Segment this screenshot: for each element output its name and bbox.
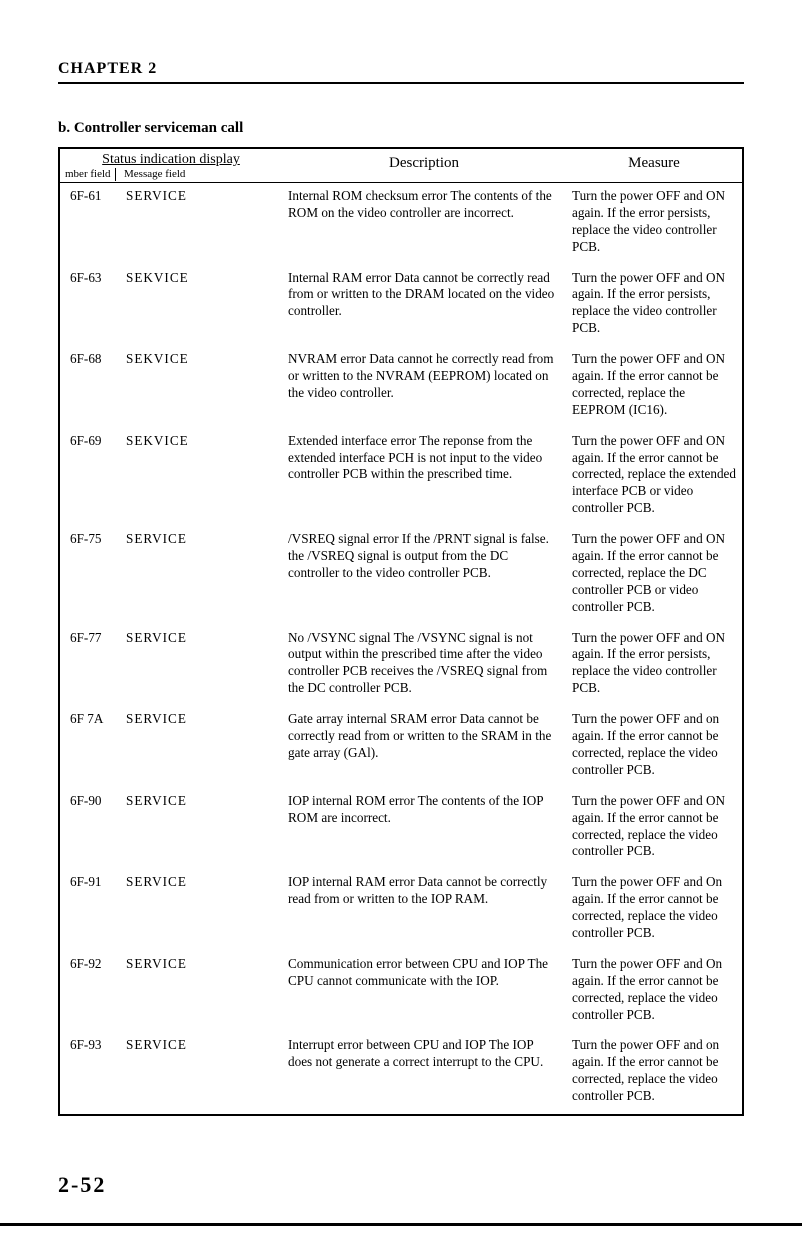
measure-cell: Turn the power OFF and ON again. If the …	[566, 526, 743, 624]
measure-cell: Turn the power OFF and ON again. If the …	[566, 788, 743, 870]
message-cell: SERVICE	[122, 951, 282, 1033]
message-cell: SERVICE	[122, 869, 282, 951]
code-cell: 6F-69	[59, 428, 122, 526]
table-row: 6F-61SERVICEInternal ROM checksum error …	[59, 183, 743, 265]
table-body: 6F-61SERVICEInternal ROM checksum error …	[59, 183, 743, 1115]
header-status: Status indication display mber field Mes…	[59, 148, 282, 183]
code-cell: 6F-61	[59, 183, 122, 265]
description-cell: IOP internal ROM error The contents of t…	[282, 788, 566, 870]
header-description: Description	[282, 148, 566, 183]
measure-cell: Turn the power OFF and On again. If the …	[566, 951, 743, 1033]
description-cell: NVRAM error Data cannot he correctly rea…	[282, 346, 566, 428]
table-row: 6F-69SEKVICEExtended interface error The…	[59, 428, 743, 526]
table-row: 6F-90SERVICEIOP internal ROM error The c…	[59, 788, 743, 870]
message-cell: SERVICE	[122, 526, 282, 624]
footer-rule	[0, 1223, 802, 1226]
message-cell: SERVICE	[122, 183, 282, 265]
code-cell: 6F-91	[59, 869, 122, 951]
message-cell: SERVICE	[122, 625, 282, 707]
description-cell: /VSREQ signal error If the /PRNT signal …	[282, 526, 566, 624]
code-cell: 6F-92	[59, 951, 122, 1033]
header-status-top: Status indication display	[61, 150, 281, 168]
measure-cell: Turn the power OFF and ON again. If the …	[566, 428, 743, 526]
table-row: 6F-68SEKVICENVRAM error Data cannot he c…	[59, 346, 743, 428]
message-cell: SEKVICE	[122, 265, 282, 347]
measure-cell: Turn the power OFF and ON again. If the …	[566, 265, 743, 347]
description-cell: Extended interface error The reponse fro…	[282, 428, 566, 526]
message-cell: SEKVICE	[122, 428, 282, 526]
description-cell: Internal ROM checksum error The contents…	[282, 183, 566, 265]
table-row: 6F 7ASERVICEGate array internal SRAM err…	[59, 706, 743, 788]
description-cell: IOP internal RAM error Data cannot be co…	[282, 869, 566, 951]
chapter-header: CHAPTER 2	[58, 60, 744, 78]
table-row: 6F-91SERVICEIOP internal RAM error Data …	[59, 869, 743, 951]
message-cell: SERVICE	[122, 706, 282, 788]
table-row: 6F-75SERVICE/VSREQ signal error If the /…	[59, 526, 743, 624]
message-cell: SERVICE	[122, 1032, 282, 1115]
description-cell: Interrupt error between CPU and IOP The …	[282, 1032, 566, 1115]
header-status-sub-left: mber field	[61, 168, 116, 181]
measure-cell: Turn the power OFF and on again. If the …	[566, 706, 743, 788]
message-cell: SERVICE	[122, 788, 282, 870]
code-cell: 6F 7A	[59, 706, 122, 788]
code-cell: 6F-93	[59, 1032, 122, 1115]
table-row: 6F-92SERVICECommunication error between …	[59, 951, 743, 1033]
error-table: Status indication display mber field Mes…	[58, 147, 744, 1116]
header-rule	[58, 82, 744, 84]
table-row: 6F-63SEKVICEInternal RAM error Data cann…	[59, 265, 743, 347]
table-header-row: Status indication display mber field Mes…	[59, 148, 743, 183]
code-cell: 6F-63	[59, 265, 122, 347]
code-cell: 6F-75	[59, 526, 122, 624]
code-cell: 6F-77	[59, 625, 122, 707]
description-cell: No /VSYNC signal The /VSYNC signal is no…	[282, 625, 566, 707]
description-cell: Gate array internal SRAM error Data cann…	[282, 706, 566, 788]
description-cell: Communication error between CPU and IOP …	[282, 951, 566, 1033]
table-row: 6F-93SERVICEInterrupt error between CPU …	[59, 1032, 743, 1115]
description-cell: Internal RAM error Data cannot be correc…	[282, 265, 566, 347]
measure-cell: Turn the power OFF and ON again. If the …	[566, 346, 743, 428]
header-status-sub-right: Message field	[116, 168, 281, 181]
section-title: b. Controller serviceman call	[58, 120, 744, 137]
measure-cell: Turn the power OFF and ON again. If the …	[566, 183, 743, 265]
code-cell: 6F-68	[59, 346, 122, 428]
measure-cell: Turn the power OFF and on again. If the …	[566, 1032, 743, 1115]
page-number: 2-52	[58, 1172, 106, 1198]
table-row: 6F-77SERVICENo /VSYNC signal The /VSYNC …	[59, 625, 743, 707]
measure-cell: Turn the power OFF and On again. If the …	[566, 869, 743, 951]
code-cell: 6F-90	[59, 788, 122, 870]
measure-cell: Turn the power OFF and ON again. If the …	[566, 625, 743, 707]
header-measure: Measure	[566, 148, 743, 183]
message-cell: SEKVICE	[122, 346, 282, 428]
